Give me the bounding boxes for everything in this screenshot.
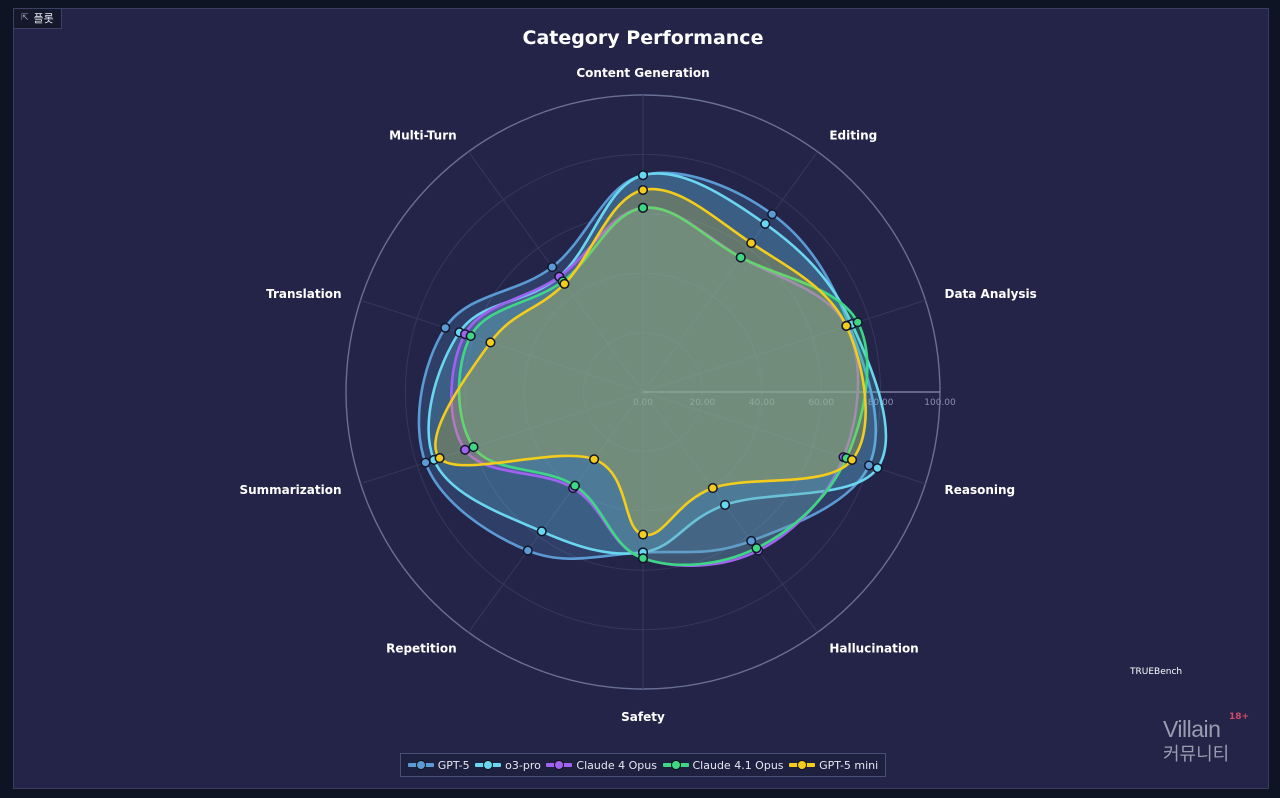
series-markers-gpt-5-mini: [434, 184, 858, 540]
data-point: [707, 483, 718, 494]
chart-panel: [13, 8, 1269, 789]
legend-item-claude-4-opus[interactable]: Claude 4 Opus: [546, 759, 657, 772]
grid-spoke: [642, 151, 818, 393]
legend-swatch: [475, 760, 502, 770]
radial-tick-label: 40.00: [749, 398, 775, 408]
axis-label: Multi-Turn: [389, 129, 457, 143]
data-point: [468, 442, 479, 453]
data-point: [459, 444, 471, 455]
data-point: [637, 184, 649, 196]
grid-spoke: [468, 151, 644, 393]
data-point: [569, 480, 580, 491]
data-point: [440, 322, 451, 333]
axis-label: Summarization: [239, 483, 341, 497]
grid-spoke: [468, 391, 644, 633]
axis-label: Translation: [266, 287, 341, 301]
legend-swatch: [407, 760, 434, 770]
data-point: [760, 218, 771, 229]
chart-legend: GPT-5 o3-pro Claude 4 Opus Claude 4.1 Opus G…: [400, 753, 886, 777]
legend-item-gpt-5[interactable]: GPT-5: [407, 758, 470, 772]
legend-label: Claude 4 Opus: [576, 758, 657, 772]
data-point: [751, 543, 762, 554]
data-point: [420, 457, 431, 468]
axis-label: Safety: [621, 710, 665, 724]
data-point: [846, 454, 858, 465]
data-point: [746, 535, 757, 547]
radial-tick-label: 20.00: [690, 398, 716, 408]
axis-label: Data Analysis: [944, 287, 1036, 301]
data-point: [559, 278, 570, 289]
axis-label: Editing: [829, 129, 877, 143]
plot-button-label: 플롯: [33, 12, 54, 25]
data-point: [767, 209, 778, 220]
data-point: [434, 453, 445, 464]
legend-swatch: [546, 760, 573, 770]
legend-label: GPT-5: [437, 758, 470, 772]
data-point: [872, 463, 883, 474]
axis-label: Reasoning: [944, 483, 1015, 497]
data-point: [637, 553, 649, 564]
data-point: [589, 454, 600, 465]
radial-tick-label: 100.00: [924, 398, 956, 408]
legend-item-o3-pro[interactable]: o3-pro: [475, 759, 541, 772]
data-point: [522, 545, 533, 556]
data-point: [863, 460, 875, 471]
legend-label: o3-pro: [505, 758, 541, 772]
data-point: [485, 337, 496, 348]
legend-label: GPT-5 mini: [819, 758, 879, 772]
legend-label: Claude 4.1 Opus: [692, 758, 784, 772]
legend-item-claude-4-1-opus[interactable]: Claude 4.1 Opus: [662, 758, 784, 772]
expand-icon: ⇱: [21, 13, 29, 23]
grid-spoke: [642, 299, 926, 393]
watermark-brand: Villain: [1163, 716, 1221, 742]
radial-tick-label: 0.00: [633, 398, 653, 408]
data-point: [719, 499, 731, 510]
chart-title: Category Performance: [523, 27, 764, 49]
watermark-sub: 커뮤니티: [1163, 744, 1230, 765]
watermark-badge: 18+: [1229, 712, 1250, 722]
data-point: [637, 170, 649, 181]
grid-spoke: [642, 391, 818, 633]
radial-tick-label: 60.00: [808, 398, 834, 408]
data-point: [547, 262, 558, 273]
plot-button[interactable]: ⇱ 플롯: [13, 8, 62, 29]
axis-label: Repetition: [386, 641, 457, 655]
grid-spoke: [360, 299, 644, 393]
data-point: [841, 320, 852, 331]
data-point: [465, 330, 476, 342]
data-point: [852, 317, 863, 328]
chart-annotation: TRUEBench: [1129, 667, 1182, 677]
data-point: [735, 252, 746, 263]
legend-swatch: [789, 760, 816, 770]
watermark: Villain 커뮤니티 18+: [1163, 712, 1249, 766]
data-point: [637, 202, 649, 213]
grid-spoke: [360, 391, 644, 485]
axis-label: Hallucination: [829, 641, 918, 655]
data-point: [637, 529, 649, 540]
axis-label: Content Generation: [576, 66, 709, 80]
legend-item-gpt-5-mini[interactable]: GPT-5 mini: [789, 759, 878, 772]
data-point: [536, 526, 547, 537]
data-point: [746, 237, 757, 249]
legend-swatch: [662, 760, 689, 770]
